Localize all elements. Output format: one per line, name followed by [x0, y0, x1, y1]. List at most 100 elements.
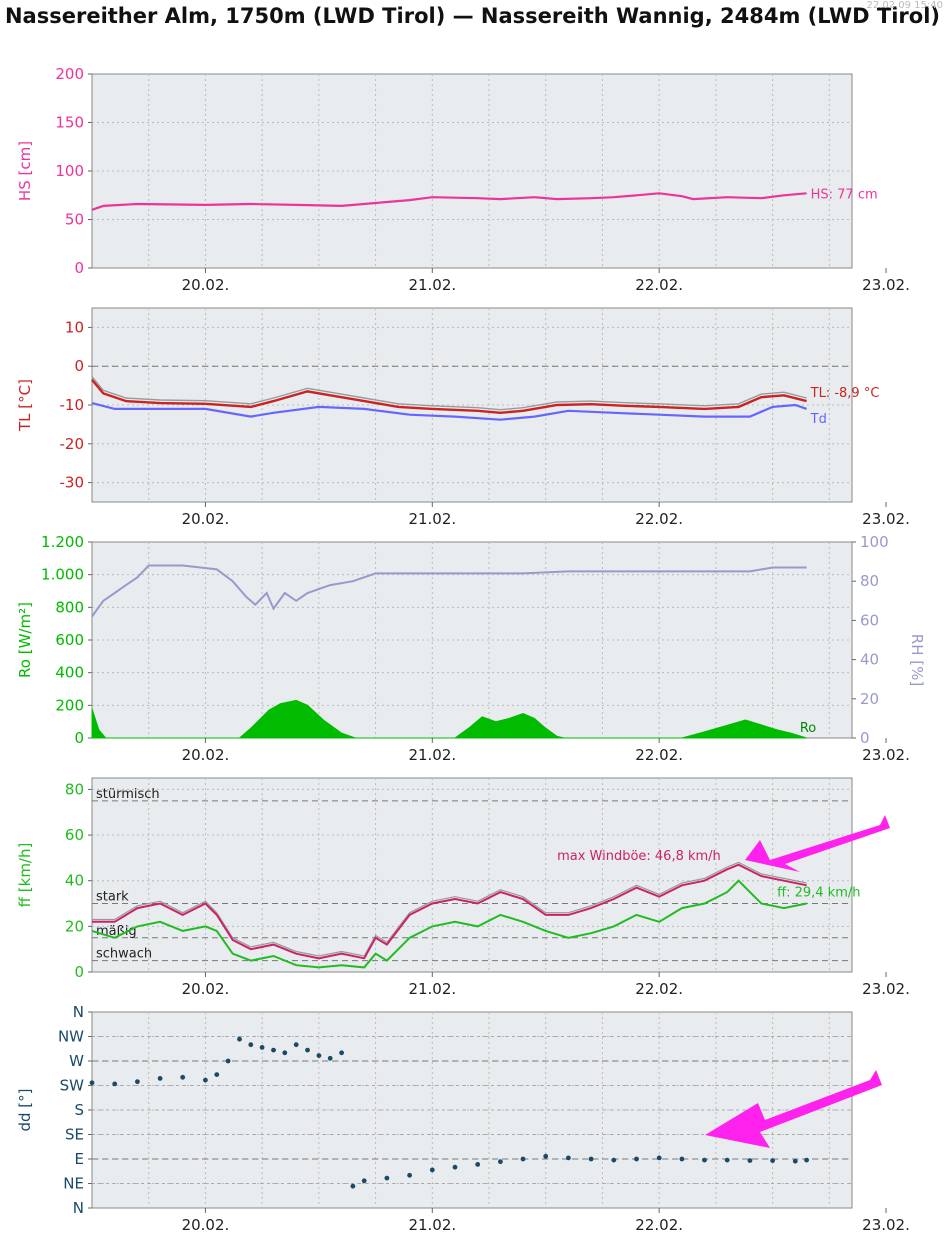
x-tick-label: 22.02.: [635, 980, 683, 998]
y-tick-label: 200: [55, 65, 84, 83]
td-annotation: Td: [810, 412, 827, 427]
timestamp: 22.02.09 15:40: [866, 0, 943, 11]
dd-point: [282, 1050, 288, 1056]
panel-tl: -30 -20 -10 0 10 TL [°C] 20.02. 21.02. 22.02. 23.…: [16, 307, 910, 528]
x-tick-label: 22.02.: [635, 276, 683, 294]
x-tick-label: 20.02.: [182, 746, 230, 764]
y-tick-label: 1.000: [41, 566, 84, 584]
y-tick-label: 0: [74, 357, 84, 375]
y2-tick-label: 100: [860, 533, 889, 551]
series-tl: [91, 379, 807, 415]
dd-point: [498, 1159, 503, 1165]
series-td: [91, 402, 807, 421]
dd-point: [305, 1047, 310, 1053]
dd-point: [339, 1050, 344, 1056]
y-axis-label: TL [°C]: [16, 379, 34, 432]
dd-point: [679, 1156, 685, 1162]
arrow-icon: [705, 1070, 882, 1148]
x-tick-label: 20.02.: [182, 276, 230, 294]
dd-point: [520, 1156, 526, 1162]
arrow-icon: [745, 815, 890, 872]
dd-point: [327, 1055, 333, 1061]
y-tick-label: S: [74, 1101, 84, 1119]
y-tick-label: 50: [65, 211, 84, 229]
dd-point: [259, 1045, 265, 1050]
dd-point: [225, 1058, 231, 1064]
y-tick-label: NE: [63, 1175, 84, 1193]
x-tick-label: 23.02.: [862, 746, 910, 764]
tl-annotation: TL: -8,9 °C: [810, 386, 880, 401]
panel-dd: N NE E SE S SW W NW Ndd [°] 20.02. 21.02. 22.02. 23.…: [16, 1003, 910, 1234]
dd-point: [452, 1164, 458, 1170]
dd-point: [747, 1158, 753, 1163]
y-tick-label: 400: [55, 664, 84, 682]
x-tick-label: 20.02.: [182, 510, 230, 528]
y-tick-label: SW: [60, 1077, 85, 1095]
ro-annotation: Ro: [800, 721, 816, 736]
y-tick-label: -10: [60, 396, 85, 414]
y-tick-label: 0: [74, 729, 84, 747]
dd-point: [89, 1080, 95, 1086]
page-title: Nassereither Alm, 1750m (LWD Tirol) — Na…: [4, 4, 940, 28]
x-tick-label: 23.02.: [862, 276, 910, 294]
y-tick-label: -20: [60, 435, 85, 453]
ff-annotation: ff: 29,4 km/h: [777, 886, 860, 901]
y-tick-label: N: [73, 1199, 84, 1217]
y-tick-label: 600: [55, 631, 84, 649]
y-tick-label: 0: [74, 963, 84, 981]
y2-tick-label: 0: [860, 729, 870, 747]
y-tick-label: N: [73, 1003, 84, 1021]
dd-point: [157, 1076, 163, 1081]
series-ro: [91, 699, 807, 739]
y-tick-label: 800: [55, 598, 84, 616]
y-tick-label: 20: [65, 917, 84, 935]
y-tick-label: 80: [65, 780, 84, 798]
y-tick-label: 150: [55, 114, 84, 132]
x-tick-label: 23.02.: [862, 1216, 910, 1234]
dd-point: [214, 1072, 220, 1077]
y-tick-label: 1.200: [41, 533, 84, 551]
y2-tick-label: 20: [860, 690, 879, 708]
dd-point: [271, 1047, 276, 1053]
y2-tick-label: 60: [860, 611, 879, 629]
x-tick-label: 21.02.: [408, 510, 456, 528]
x-tick-label: 21.02.: [408, 980, 456, 998]
y-tick-label: SE: [65, 1126, 84, 1144]
y-tick-label: -30: [60, 474, 85, 492]
dd-point: [566, 1155, 571, 1161]
x-tick-label: 20.02.: [182, 1216, 230, 1234]
level-label: stark: [96, 890, 129, 905]
dd-point: [203, 1077, 208, 1083]
series-rh: [91, 564, 807, 618]
hs-annotation: HS: 77 cm: [811, 187, 878, 202]
series-hs: [91, 192, 807, 211]
x-tick-label: 23.02.: [862, 510, 910, 528]
y-axis-label: dd [°]: [16, 1088, 34, 1131]
plot-background: [91, 777, 853, 973]
dd-point: [724, 1157, 730, 1163]
y-tick-label: 0: [74, 259, 84, 277]
x-tick-label: 21.02.: [408, 746, 456, 764]
y-tick-label: 100: [55, 162, 84, 180]
y2-tick-label: 80: [860, 572, 879, 590]
dd-point: [770, 1158, 775, 1163]
panel-ff: 0 20 40 60 80 ff [km/h] 20.02. 21.02. 22.02. 23.0…: [16, 777, 910, 998]
x-tick-label: 22.02.: [635, 746, 683, 764]
dd-point: [656, 1155, 662, 1161]
dd-point: [588, 1156, 594, 1162]
dd-point: [702, 1157, 707, 1163]
dd-point: [316, 1053, 322, 1058]
level-label: stürmisch: [96, 787, 160, 802]
dd-point: [407, 1172, 412, 1178]
x-tick-label: 21.02.: [408, 1216, 456, 1234]
y-tick-label: 10: [65, 318, 84, 336]
y-tick-label: 40: [65, 872, 84, 890]
series-tl-shadow: [91, 376, 807, 411]
y-tick-label: 60: [65, 826, 84, 844]
dd-point: [248, 1042, 254, 1048]
dd-point: [293, 1042, 299, 1048]
dd-point: [475, 1162, 481, 1167]
